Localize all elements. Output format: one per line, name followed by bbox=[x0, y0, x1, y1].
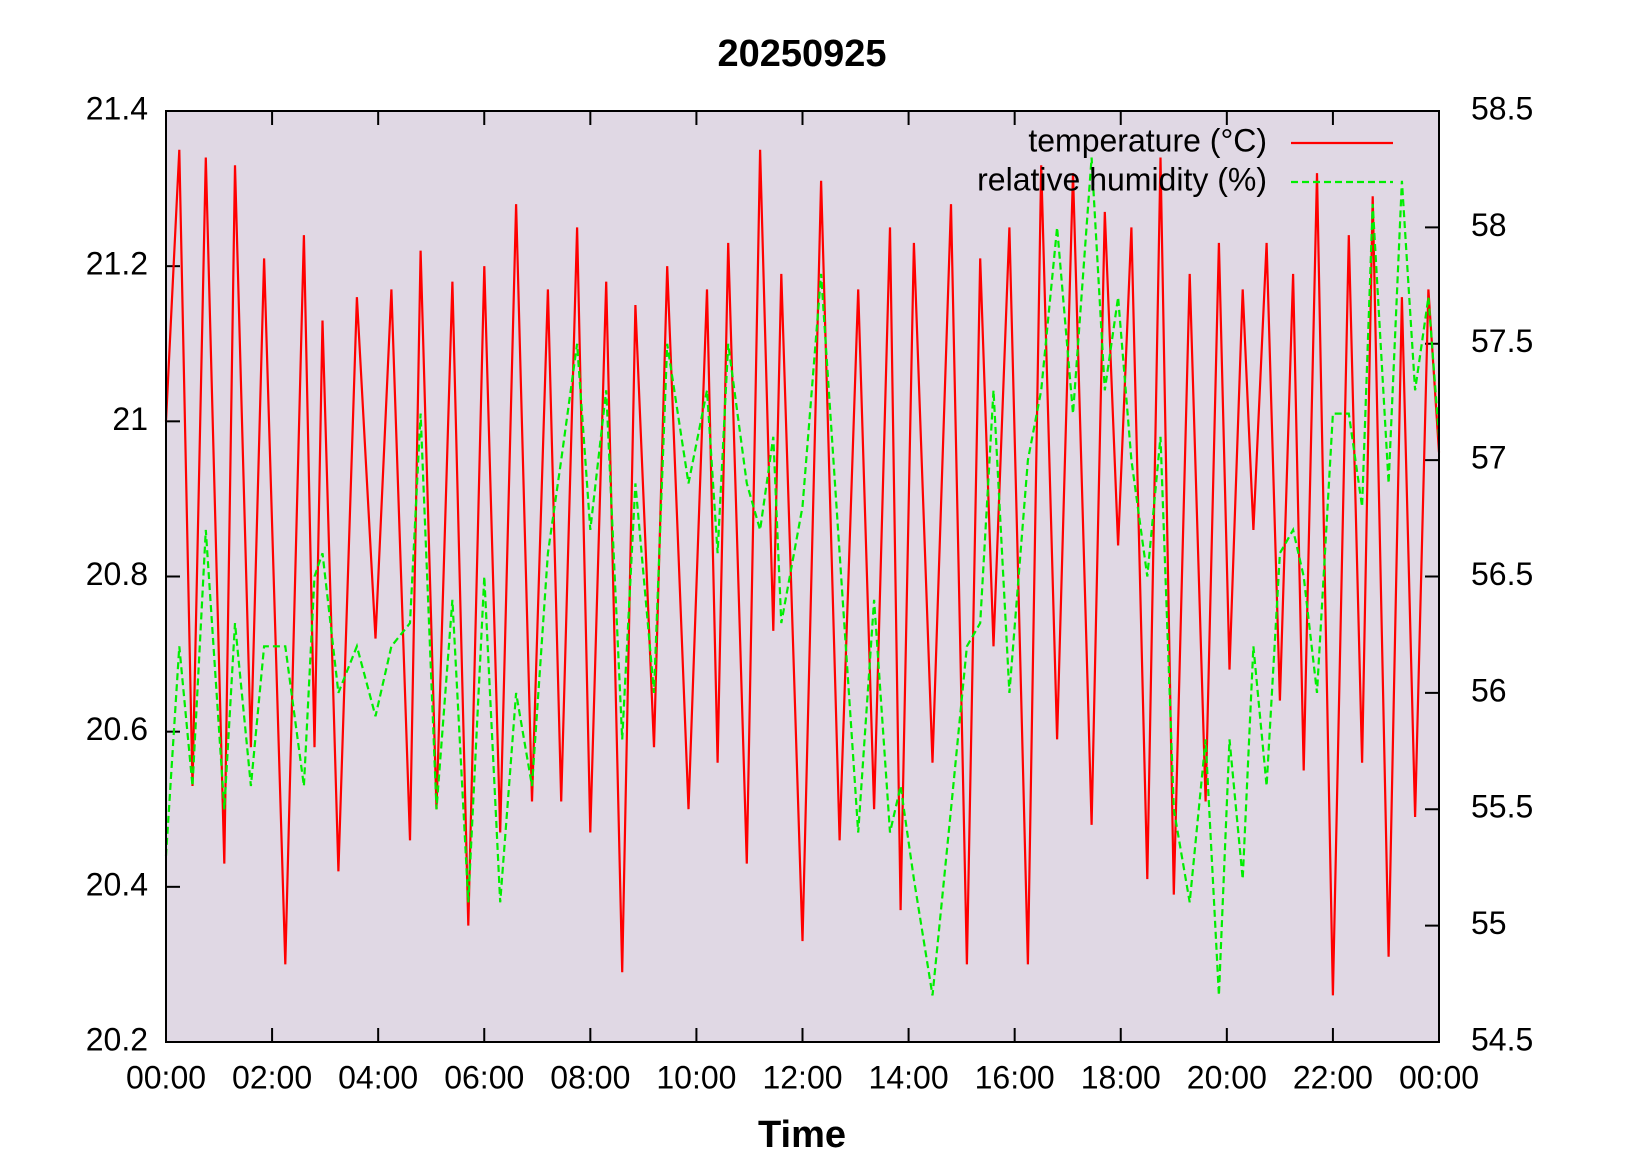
x-tick-label: 02:00 bbox=[232, 1059, 312, 1095]
y-tick-label: 21.4 bbox=[86, 90, 148, 126]
y-tick-label: 21 bbox=[112, 401, 148, 437]
chart-title: 20250925 bbox=[717, 33, 886, 75]
plot-frame bbox=[165, 110, 1440, 1043]
y-tick-label: 20.6 bbox=[86, 711, 148, 747]
x-tick-label: 22:00 bbox=[1293, 1059, 1373, 1095]
y-tick-label: 21.2 bbox=[86, 246, 148, 282]
x-axis-label: Time bbox=[758, 1114, 846, 1155]
x-tick-label: 20:00 bbox=[1187, 1059, 1267, 1095]
x-tick-label: 00:00 bbox=[1399, 1059, 1479, 1095]
y2-tick-label: 57.5 bbox=[1471, 323, 1533, 359]
x-tick-label: 00:00 bbox=[126, 1059, 206, 1095]
y2-tick-label: 55.5 bbox=[1471, 789, 1533, 825]
x-tick-label: 10:00 bbox=[656, 1059, 736, 1095]
y-tick-label: 20.8 bbox=[86, 556, 148, 592]
y2-tick-label: 56.5 bbox=[1471, 556, 1533, 592]
y-tick-label: 20.2 bbox=[86, 1021, 148, 1057]
y2-tick-label: 55 bbox=[1471, 905, 1507, 941]
y2-tick-label: 56 bbox=[1471, 672, 1507, 708]
data-line bbox=[164, 149, 1441, 996]
y2-tick-label: 58 bbox=[1471, 207, 1507, 243]
y2-tick-label: 57 bbox=[1471, 440, 1507, 476]
data-line bbox=[164, 157, 1441, 996]
x-tick-label: 08:00 bbox=[550, 1059, 630, 1095]
legend-label: temperature (°C) bbox=[1028, 122, 1267, 158]
y2-tick-label: 58.5 bbox=[1471, 90, 1533, 126]
x-tick-label: 16:00 bbox=[975, 1059, 1055, 1095]
x-tick-label: 06:00 bbox=[444, 1059, 524, 1095]
y2-tick-label: 54.5 bbox=[1471, 1021, 1533, 1057]
legend-label: relative humidity (%) bbox=[977, 161, 1267, 197]
x-tick-label: 14:00 bbox=[869, 1059, 949, 1095]
x-tick-label: 12:00 bbox=[762, 1059, 842, 1095]
y-tick-label: 20.4 bbox=[86, 866, 148, 902]
x-tick-label: 04:00 bbox=[338, 1059, 418, 1095]
x-tick-label: 18:00 bbox=[1081, 1059, 1161, 1095]
